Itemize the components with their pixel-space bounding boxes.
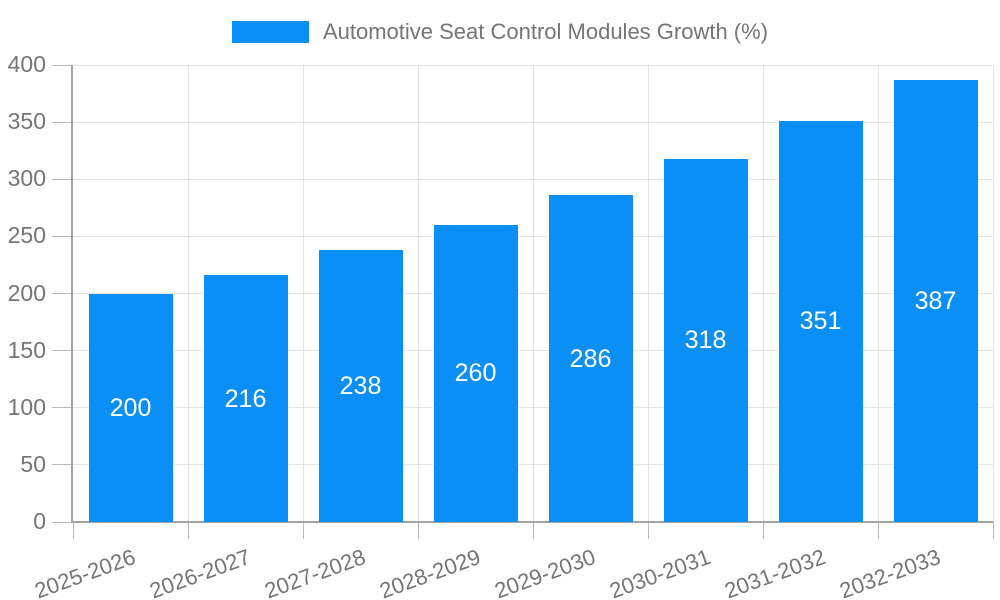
bar <box>318 250 403 522</box>
x-axis-tick <box>762 522 764 539</box>
x-axis-tick <box>302 522 304 539</box>
bar-value-label: 286 <box>569 344 612 373</box>
y-axis-tick <box>52 350 73 352</box>
x-axis-tick <box>187 522 189 539</box>
x-axis-tick <box>877 522 879 539</box>
x-axis-tick-label: 2027-2028 <box>261 544 370 600</box>
x-axis-line <box>71 521 993 523</box>
y-axis-tick-label: 0 <box>33 508 46 534</box>
bar <box>203 275 288 522</box>
bar-value-label: 351 <box>799 307 842 336</box>
x-axis-tick <box>532 522 534 539</box>
bar-value-label: 260 <box>454 359 497 388</box>
x-axis-tick-label: 2031-2032 <box>721 544 830 600</box>
y-axis-tick <box>52 121 73 123</box>
y-axis-tick <box>52 235 73 237</box>
bar-value-label: 216 <box>224 384 267 413</box>
y-axis-tick-label: 300 <box>7 165 46 192</box>
y-axis-tick-label: 350 <box>7 108 46 135</box>
x-axis-tick <box>417 522 419 539</box>
legend-label: Automotive Seat Control Modules Growth (… <box>322 19 769 44</box>
y-axis-tick-label: 100 <box>7 393 46 420</box>
y-axis-tick-label: 200 <box>7 279 46 306</box>
y-axis-tick-label: 250 <box>7 222 46 249</box>
x-axis-tick <box>647 522 649 539</box>
x-axis-tick-label: 2032-2033 <box>836 544 945 600</box>
y-axis-line <box>71 65 73 522</box>
y-axis-tick-label: 400 <box>7 51 46 77</box>
bar-value-label: 387 <box>914 286 957 315</box>
x-axis-tick-label: 2025-2026 <box>31 544 140 600</box>
x-axis-tick-label: 2029-2030 <box>491 544 600 600</box>
gridline-v <box>647 65 649 522</box>
bar <box>663 158 748 522</box>
x-axis-tick-label: 2026-2027 <box>146 544 255 600</box>
bar <box>433 224 518 522</box>
y-axis-tick <box>52 464 73 466</box>
bar-value-label: 238 <box>339 372 382 401</box>
y-axis-tick <box>52 178 73 180</box>
gridline-v <box>302 65 304 522</box>
legend: Automotive Seat Control Modules Growth (… <box>0 19 1000 45</box>
x-axis-tick-label: 2030-2031 <box>606 544 715 600</box>
gridline-v <box>532 65 534 522</box>
bar <box>88 293 173 522</box>
y-axis-tick <box>52 521 73 523</box>
legend-swatch <box>231 21 309 43</box>
gridline-v <box>417 65 419 522</box>
bar <box>548 195 633 522</box>
bar-value-label: 318 <box>684 326 727 355</box>
y-axis-tick <box>52 293 73 294</box>
bar <box>778 120 863 522</box>
y-axis-tick <box>52 407 73 409</box>
x-axis-tick <box>72 522 74 539</box>
y-axis-tick-label: 50 <box>20 450 46 477</box>
gridline-v <box>187 65 189 522</box>
bar-value-label: 200 <box>109 393 152 422</box>
x-axis-tick <box>992 522 994 539</box>
gridline-v <box>762 65 764 522</box>
gridline-v <box>877 65 879 522</box>
y-axis-tick-label: 150 <box>7 336 46 363</box>
gridline-v <box>992 65 994 522</box>
x-axis-tick-label: 2028-2029 <box>376 544 485 600</box>
bar <box>893 79 978 522</box>
y-axis-tick <box>52 64 73 66</box>
